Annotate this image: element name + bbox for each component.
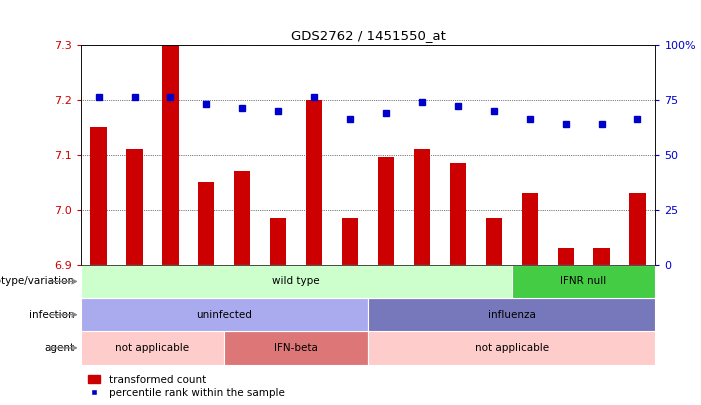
Bar xyxy=(81,298,368,331)
Text: genotype/variation: genotype/variation xyxy=(0,277,75,286)
Text: IFN-beta: IFN-beta xyxy=(274,343,318,353)
Bar xyxy=(163,45,179,265)
Bar xyxy=(594,248,610,265)
Bar xyxy=(414,149,430,265)
Text: infection: infection xyxy=(29,310,75,320)
Bar xyxy=(270,218,286,265)
Bar xyxy=(378,158,394,265)
Text: not applicable: not applicable xyxy=(475,343,549,353)
Text: not applicable: not applicable xyxy=(116,343,189,353)
Bar xyxy=(522,193,538,265)
Bar xyxy=(512,265,655,298)
Legend: transformed count, percentile rank within the sample: transformed count, percentile rank withi… xyxy=(86,373,287,400)
Bar xyxy=(629,193,646,265)
Bar xyxy=(90,127,107,265)
Title: GDS2762 / 1451550_at: GDS2762 / 1451550_at xyxy=(291,29,445,42)
Bar xyxy=(306,100,322,265)
Bar xyxy=(81,331,224,364)
Text: agent: agent xyxy=(45,343,75,353)
Bar xyxy=(126,149,142,265)
Bar xyxy=(234,171,250,265)
Text: uninfected: uninfected xyxy=(196,310,252,320)
Bar xyxy=(368,298,655,331)
Text: wild type: wild type xyxy=(273,277,320,286)
Text: influenza: influenza xyxy=(488,310,536,320)
Text: IFNR null: IFNR null xyxy=(561,277,606,286)
Bar xyxy=(198,182,215,265)
Bar xyxy=(368,331,655,364)
Bar xyxy=(486,218,502,265)
Bar xyxy=(224,331,368,364)
Bar xyxy=(450,163,466,265)
Bar xyxy=(342,218,358,265)
Bar xyxy=(557,248,573,265)
Bar xyxy=(81,265,512,298)
